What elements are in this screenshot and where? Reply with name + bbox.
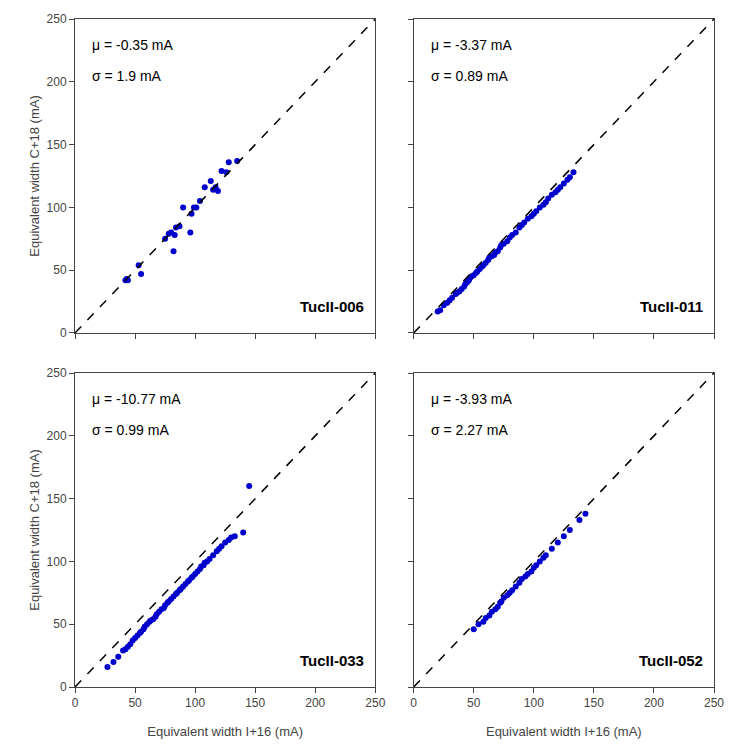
svg-text:0: 0 [72, 696, 79, 710]
svg-text:250: 250 [47, 12, 67, 26]
svg-text:200: 200 [305, 696, 325, 710]
svg-text:50: 50 [53, 263, 67, 277]
svg-text:150: 150 [245, 696, 265, 710]
svg-text:0: 0 [60, 326, 67, 340]
svg-text:σ = 2.27 mA: σ = 2.27 mA [431, 422, 508, 438]
svg-text:0: 0 [60, 680, 67, 694]
svg-text:250: 250 [47, 366, 67, 380]
svg-text:100: 100 [47, 201, 67, 215]
svg-text:50: 50 [53, 617, 67, 631]
svg-text:200: 200 [47, 429, 67, 443]
svg-text:0: 0 [410, 696, 417, 710]
svg-text:100: 100 [524, 696, 544, 710]
svg-text:50: 50 [467, 696, 481, 710]
svg-text:250: 250 [704, 696, 724, 710]
svg-text:μ = -10.77 mA: μ = -10.77 mA [92, 391, 181, 407]
svg-text:200: 200 [47, 75, 67, 89]
svg-text:TucII-011: TucII-011 [640, 298, 703, 315]
svg-text:μ = -0.35 mA: μ = -0.35 mA [92, 37, 173, 53]
svg-text:200: 200 [644, 696, 664, 710]
svg-text:Equivalent width C+18 (mA): Equivalent width C+18 (mA) [27, 449, 42, 611]
svg-text:σ = 1.9 mA: σ = 1.9 mA [92, 68, 162, 84]
svg-text:σ = 0.89 mA: σ = 0.89 mA [431, 68, 508, 84]
svg-text:100: 100 [47, 555, 67, 569]
svg-text:100: 100 [185, 696, 205, 710]
svg-text:μ = -3.37 mA: μ = -3.37 mA [431, 37, 512, 53]
svg-text:250: 250 [365, 696, 385, 710]
svg-text:TucII-052: TucII-052 [639, 652, 703, 669]
svg-text:150: 150 [47, 492, 67, 506]
svg-text:TucII-033: TucII-033 [300, 652, 364, 669]
svg-text:μ = -3.93 mA: μ = -3.93 mA [431, 391, 512, 407]
svg-text:150: 150 [584, 696, 604, 710]
svg-text:TucII-006: TucII-006 [300, 298, 364, 315]
svg-text:50: 50 [128, 696, 142, 710]
svg-text:σ = 0.99 mA: σ = 0.99 mA [92, 422, 169, 438]
svg-text:150: 150 [47, 138, 67, 152]
svg-text:Equivalent width C+18 (mA): Equivalent width C+18 (mA) [27, 95, 42, 256]
svg-text:Equivalent width I+16 (mA): Equivalent width I+16 (mA) [486, 724, 642, 739]
svg-text:Equivalent width I+16 (mA): Equivalent width I+16 (mA) [147, 724, 303, 739]
